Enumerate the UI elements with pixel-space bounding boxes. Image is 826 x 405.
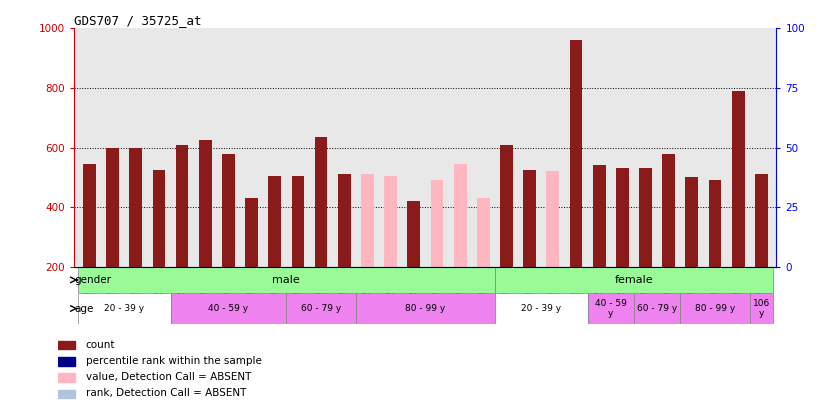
- Text: rank, Detection Call = ABSENT: rank, Detection Call = ABSENT: [86, 388, 246, 398]
- Bar: [709, 180, 721, 267]
- Bar: [384, 176, 397, 267]
- Bar: [681, 293, 750, 324]
- Bar: [58, 357, 75, 366]
- Bar: [78, 267, 495, 293]
- Bar: [130, 147, 142, 267]
- Bar: [570, 40, 582, 267]
- Bar: [639, 168, 652, 267]
- Text: female: female: [615, 275, 653, 285]
- Text: count: count: [86, 339, 115, 350]
- Bar: [495, 267, 773, 293]
- Bar: [634, 293, 681, 324]
- Text: value, Detection Call = ABSENT: value, Detection Call = ABSENT: [86, 372, 251, 382]
- Bar: [199, 140, 211, 267]
- Bar: [686, 177, 698, 267]
- Bar: [587, 293, 634, 324]
- Text: 40 - 59
y: 40 - 59 y: [595, 299, 627, 318]
- Bar: [315, 137, 327, 267]
- Bar: [500, 145, 513, 267]
- Bar: [107, 147, 119, 267]
- Text: 20 - 39 y: 20 - 39 y: [104, 304, 145, 313]
- Text: age: age: [74, 303, 93, 313]
- Bar: [58, 341, 75, 350]
- Bar: [616, 168, 629, 267]
- Text: GDS707 / 35725_at: GDS707 / 35725_at: [74, 14, 202, 27]
- Bar: [755, 175, 767, 267]
- Text: 20 - 39 y: 20 - 39 y: [521, 304, 562, 313]
- Text: male: male: [273, 275, 300, 285]
- Text: percentile rank within the sample: percentile rank within the sample: [86, 356, 262, 366]
- Bar: [176, 145, 188, 267]
- Bar: [245, 198, 258, 267]
- Bar: [495, 293, 587, 324]
- Bar: [524, 170, 536, 267]
- Bar: [662, 153, 675, 267]
- Text: 106
y: 106 y: [752, 299, 770, 318]
- Bar: [83, 164, 96, 267]
- Bar: [268, 176, 281, 267]
- Bar: [477, 198, 490, 267]
- Text: 80 - 99 y: 80 - 99 y: [695, 304, 735, 313]
- Bar: [170, 293, 287, 324]
- Bar: [547, 171, 559, 267]
- Bar: [356, 293, 495, 324]
- Bar: [593, 166, 605, 267]
- Text: 60 - 79 y: 60 - 79 y: [637, 304, 677, 313]
- Bar: [153, 170, 165, 267]
- Text: 80 - 99 y: 80 - 99 y: [406, 304, 445, 313]
- Bar: [407, 201, 420, 267]
- Bar: [292, 176, 304, 267]
- Text: 40 - 59 y: 40 - 59 y: [208, 304, 249, 313]
- Bar: [222, 153, 235, 267]
- Bar: [732, 91, 744, 267]
- Bar: [58, 373, 75, 382]
- Text: gender: gender: [74, 275, 112, 285]
- Bar: [453, 164, 467, 267]
- Bar: [58, 390, 75, 398]
- Text: 60 - 79 y: 60 - 79 y: [301, 304, 341, 313]
- Bar: [78, 293, 170, 324]
- Bar: [361, 175, 374, 267]
- Bar: [338, 175, 351, 267]
- Bar: [430, 180, 444, 267]
- Bar: [750, 293, 773, 324]
- Bar: [287, 293, 356, 324]
